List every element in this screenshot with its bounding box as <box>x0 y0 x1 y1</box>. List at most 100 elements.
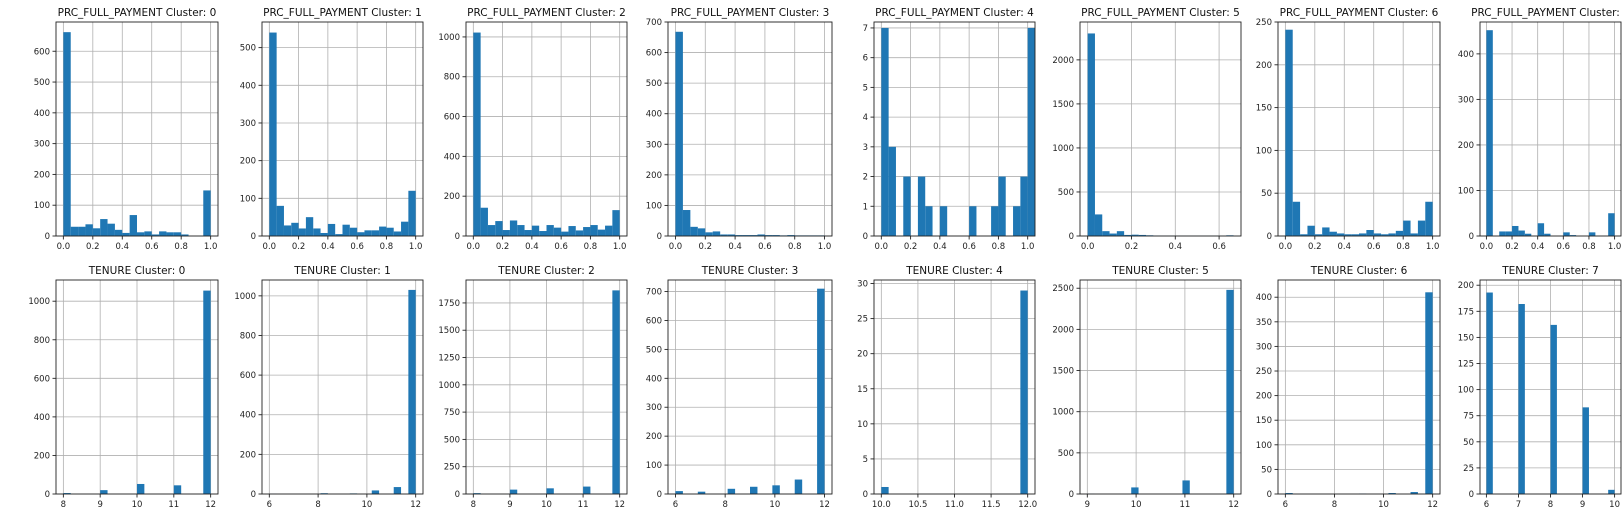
x-tick-label: 0.0 <box>1279 242 1293 252</box>
panel-title: TENURE Cluster: 3 <box>701 265 799 277</box>
y-tick-label: 1000 <box>28 297 50 307</box>
x-tick-label: 11 <box>1179 500 1190 510</box>
x-tick-label: 0.2 <box>699 242 713 252</box>
histogram-bar <box>327 223 336 236</box>
histogram-bar <box>349 227 358 236</box>
histogram-bar <box>1388 493 1396 494</box>
histogram-bar <box>78 226 86 236</box>
histogram-bar <box>283 225 292 236</box>
x-tick-label: 8 <box>61 500 66 510</box>
y-tick-label: 0 <box>657 232 662 242</box>
x-tick-label: 10 <box>769 500 780 510</box>
histogram-bar <box>1329 231 1337 236</box>
x-tick-label: 0.8 <box>992 242 1006 252</box>
histogram-bar <box>393 231 402 236</box>
histogram-bar <box>100 490 108 494</box>
panel-title: TENURE Cluster: 2 <box>497 265 595 277</box>
x-tick-label: 12 <box>1427 500 1438 510</box>
histogram-panel-11: 6 8 10 12 0 100 200 300 400 500 600 700 TENURE Clust… <box>646 265 833 510</box>
x-tick-label: 12 <box>410 500 421 510</box>
y-tick-label: 50 <box>1463 438 1474 448</box>
y-tick-label: 400 <box>1458 50 1474 60</box>
y-tick-label: 4 <box>863 113 868 123</box>
y-tick-label: 800 <box>34 336 50 346</box>
x-tick-label: 0.6 <box>350 242 364 252</box>
histogram-bar <box>1563 232 1570 236</box>
y-tick-label: 7 <box>863 24 868 34</box>
histogram-bar <box>480 207 488 236</box>
panel-title: TENURE Cluster: 6 <box>1310 265 1408 277</box>
y-tick-label: 0 <box>1267 490 1272 500</box>
x-tick-label: 1.0 <box>1426 242 1440 252</box>
histogram-panel-1: 0.0 0.2 0.4 0.6 0.8 1.0 0 100 200 300 400 500 PRC_FU… <box>240 7 424 252</box>
histogram-bar <box>1300 234 1308 236</box>
y-tick-label: 1000 <box>1052 408 1074 418</box>
y-tick-label: 0 <box>657 490 662 500</box>
y-tick-label: 3 <box>863 143 868 153</box>
y-tick-label: 700 <box>646 288 662 298</box>
histogram-bar <box>1486 292 1493 494</box>
y-tick-label: 0 <box>863 232 868 242</box>
histogram-bar <box>1020 290 1028 494</box>
y-tick-label: 0 <box>455 490 460 500</box>
histogram-bar <box>203 290 211 494</box>
x-tick-label: 0.6 <box>962 242 976 252</box>
y-tick-label: 0 <box>251 232 256 242</box>
histogram-bar <box>787 235 795 236</box>
x-tick-label: 10 <box>1609 500 1620 510</box>
x-tick-label: 6 <box>267 500 272 510</box>
histogram-bar <box>1403 220 1411 236</box>
x-tick-label: 0.2 <box>1505 242 1519 252</box>
x-tick-label: 0.2 <box>1308 242 1322 252</box>
histogram-bar <box>1550 324 1557 494</box>
histogram-bar <box>1102 231 1110 236</box>
y-tick-label: 100 <box>34 201 50 211</box>
histogram-bar <box>742 235 750 236</box>
y-tick-label: 50 <box>1261 465 1272 475</box>
histogram-bar <box>1020 176 1028 236</box>
y-tick-label: 600 <box>34 374 50 384</box>
x-tick-label: 1.0 <box>204 242 218 252</box>
y-tick-label: 400 <box>1256 293 1272 303</box>
histogram-bar <box>568 226 576 236</box>
histogram-bar <box>1569 235 1577 236</box>
y-tick-label: 200 <box>240 157 256 167</box>
histogram-bar <box>1359 233 1367 236</box>
histogram-bar <box>203 190 211 236</box>
histogram-bar <box>553 227 562 236</box>
x-tick-label: 1.0 <box>1021 242 1035 252</box>
histogram-bar <box>509 220 518 236</box>
histogram-bar <box>1131 234 1139 236</box>
x-tick-label: 0.6 <box>1212 242 1226 252</box>
histogram-bar <box>772 235 780 236</box>
histogram-bar <box>92 228 101 236</box>
y-tick-label: 100 <box>1458 186 1474 196</box>
plot-frame <box>1277 279 1441 495</box>
histogram-bar <box>690 226 698 236</box>
histogram-bar <box>605 225 613 236</box>
histogram-bar <box>727 488 736 494</box>
histogram-bar <box>1524 233 1532 236</box>
x-tick-label: 0.4 <box>1531 242 1545 252</box>
histogram-bar <box>720 234 728 236</box>
histogram-bar <box>502 230 510 236</box>
x-tick-label: 0.8 <box>1396 242 1410 252</box>
histogram-bar <box>1322 227 1330 236</box>
histogram-bar <box>1395 230 1404 236</box>
histogram-bar <box>969 206 977 236</box>
x-tick-label: 0.2 <box>496 242 510 252</box>
y-tick-label: 600 <box>240 371 256 381</box>
y-tick-label: 500 <box>240 44 256 54</box>
y-tick-label: 150 <box>1256 104 1272 114</box>
histogram-bar <box>408 289 416 494</box>
histogram-bar <box>1124 234 1132 236</box>
y-tick-label: 2000 <box>1052 325 1074 335</box>
histogram-panel-13: 9 10 11 12 0 500 1000 1500 2000 2500 TENURE Cluste… <box>1052 265 1242 510</box>
x-tick-label: 11 <box>578 500 589 510</box>
y-tick-label: 250 <box>444 463 460 473</box>
histogram-bar <box>159 231 167 236</box>
histogram-bar <box>364 230 372 236</box>
histogram-bar <box>1518 230 1525 236</box>
histogram-bar <box>1388 233 1396 236</box>
x-tick-label: 11.0 <box>945 500 964 510</box>
